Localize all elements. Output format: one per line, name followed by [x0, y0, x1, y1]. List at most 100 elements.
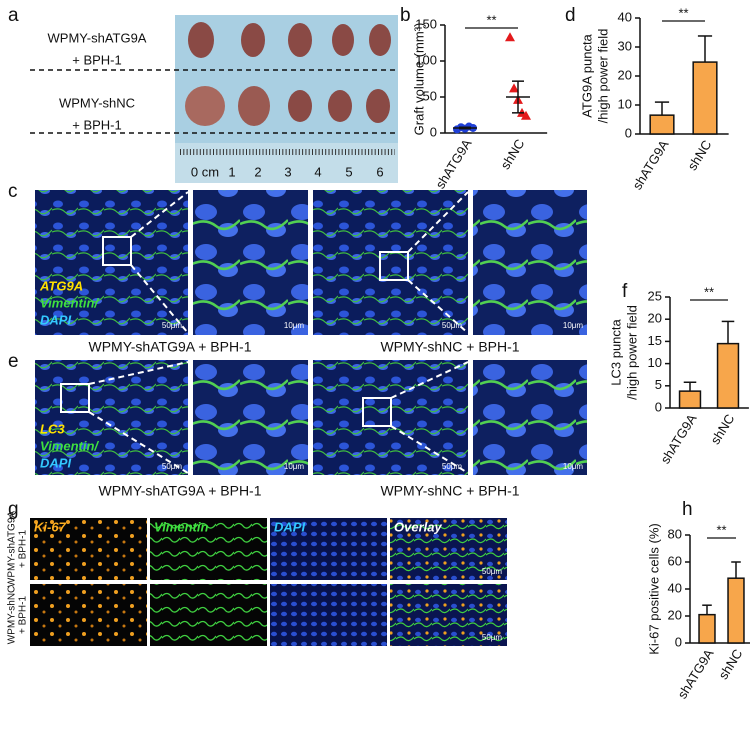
channel-label: DAPI: [274, 519, 305, 534]
y-tick-label: 5: [655, 377, 662, 392]
panel-label: b: [400, 5, 411, 26]
bar: [649, 114, 675, 135]
y-tick-label: 25: [648, 288, 662, 303]
micrograph-zoom: [193, 190, 308, 335]
y-tick-label: 20: [618, 67, 632, 82]
y-tick-label: 10: [618, 96, 632, 111]
stain-label: ATG9A: [39, 278, 83, 293]
bar: [727, 577, 745, 644]
stain-label: LC3: [40, 421, 65, 436]
scale-bar: 50μm: [482, 633, 503, 642]
y-tick-label: 0: [430, 124, 437, 139]
x-tick-label: shATG9A: [674, 646, 716, 701]
panel-label: d: [565, 5, 576, 26]
inset-box: [60, 383, 90, 413]
micrograph: [390, 584, 507, 646]
y-tick-label: 40: [668, 580, 682, 595]
y-tick-label: 10: [648, 355, 662, 370]
inset-lines: [130, 191, 189, 334]
y-axis-label: Graft volume (mm³): [411, 23, 426, 136]
micrograph: [390, 518, 507, 580]
caption: WPMY-shNC + BPH-1: [380, 483, 519, 499]
caption: WPMY-shATG9A + BPH-1: [89, 339, 252, 355]
y-tick-label: 80: [668, 526, 682, 541]
ruler-labels: 0 cm 1 2 3 4 5 6: [191, 164, 384, 179]
caption: WPMY-shATG9A + BPH-1: [99, 483, 262, 499]
ruler-label: 2: [254, 164, 261, 179]
micrograph-zoom: [193, 360, 308, 475]
row-label: + BPH-1: [18, 530, 29, 569]
scale-bar: 10μm: [284, 321, 305, 330]
micrograph: [270, 584, 387, 646]
x-tick-label: shNC: [708, 411, 738, 447]
ruler-label: 5: [345, 164, 352, 179]
micrograph-zoom: [473, 190, 587, 335]
stain-label: DAPI: [40, 312, 71, 327]
panel-label: c: [8, 181, 18, 202]
y-tick-label: 150: [415, 16, 437, 31]
bar: [716, 342, 740, 409]
y-tick-label: 100: [415, 52, 437, 67]
scale-bar: 50μm: [162, 462, 183, 471]
x-tick-label: shNC: [685, 137, 715, 173]
panel-label: g: [8, 499, 19, 520]
bar: [692, 61, 718, 135]
y-axis-label: /high power field: [624, 305, 639, 400]
micrograph: [150, 518, 267, 580]
stain-label: DAPI: [40, 455, 71, 470]
point: [509, 83, 519, 93]
grafts: [185, 22, 391, 126]
y-tick-label: 0: [625, 125, 632, 140]
panel-label: e: [8, 351, 19, 372]
point: [505, 32, 515, 42]
panel-label: f: [622, 281, 628, 302]
y-tick-label: 20: [668, 607, 682, 622]
micrograph-zoom: [473, 360, 587, 475]
y-tick-label: 50: [423, 88, 437, 103]
ruler-label: 1: [228, 164, 235, 179]
row-label: WPMY-shATG9A: [48, 30, 147, 45]
row-label: WPMY-shNC: [59, 95, 135, 110]
inset-lines: [407, 191, 469, 334]
channel-label: Ki-67: [34, 519, 67, 534]
bar: [698, 613, 716, 644]
y-axis-label: Ki-67 positive cells (%): [646, 523, 661, 655]
scale-bar: 50μm: [482, 567, 503, 576]
inset-lines: [390, 361, 469, 474]
y-tick-label: 20: [648, 311, 662, 326]
micrograph: [313, 190, 468, 335]
inset-box: [362, 397, 392, 427]
micrograph: [270, 518, 387, 580]
inset-box: [379, 251, 409, 281]
x-tick-label: shATG9A: [629, 137, 671, 192]
scale-bar: 50μm: [442, 462, 463, 471]
bar: [678, 390, 702, 409]
row-label: + BPH-1: [72, 117, 122, 132]
y-tick-label: 0: [655, 399, 662, 414]
ruler-label: 3: [284, 164, 291, 179]
row-label: WPMY-shNC: [7, 586, 18, 645]
scale-bar: 10μm: [284, 462, 305, 471]
significance: **: [716, 522, 726, 537]
significance: **: [678, 5, 688, 20]
scale-bar: 50μm: [162, 321, 183, 330]
micrograph: [30, 518, 147, 580]
y-axis-label: ATG9A puncta: [579, 33, 594, 117]
y-tick-label: 40: [618, 9, 632, 24]
x-tick-label: shNC: [498, 136, 528, 172]
ruler-label: 0 cm: [191, 164, 219, 179]
channel-label: Overlay: [394, 519, 442, 534]
panel-label: h: [682, 499, 693, 520]
micrograph: [30, 584, 147, 646]
y-tick-label: 0: [675, 634, 682, 649]
caption: WPMY-shNC + BPH-1: [380, 339, 519, 355]
y-tick-label: 60: [668, 553, 682, 568]
ruler-label: 4: [314, 164, 321, 179]
y-tick-label: 15: [648, 333, 662, 348]
scale-bar: 10μm: [563, 321, 584, 330]
panel-label: a: [8, 5, 19, 26]
point: [521, 110, 531, 120]
scale-bar: 10μm: [563, 462, 584, 471]
row-label: + BPH-1: [18, 596, 29, 635]
